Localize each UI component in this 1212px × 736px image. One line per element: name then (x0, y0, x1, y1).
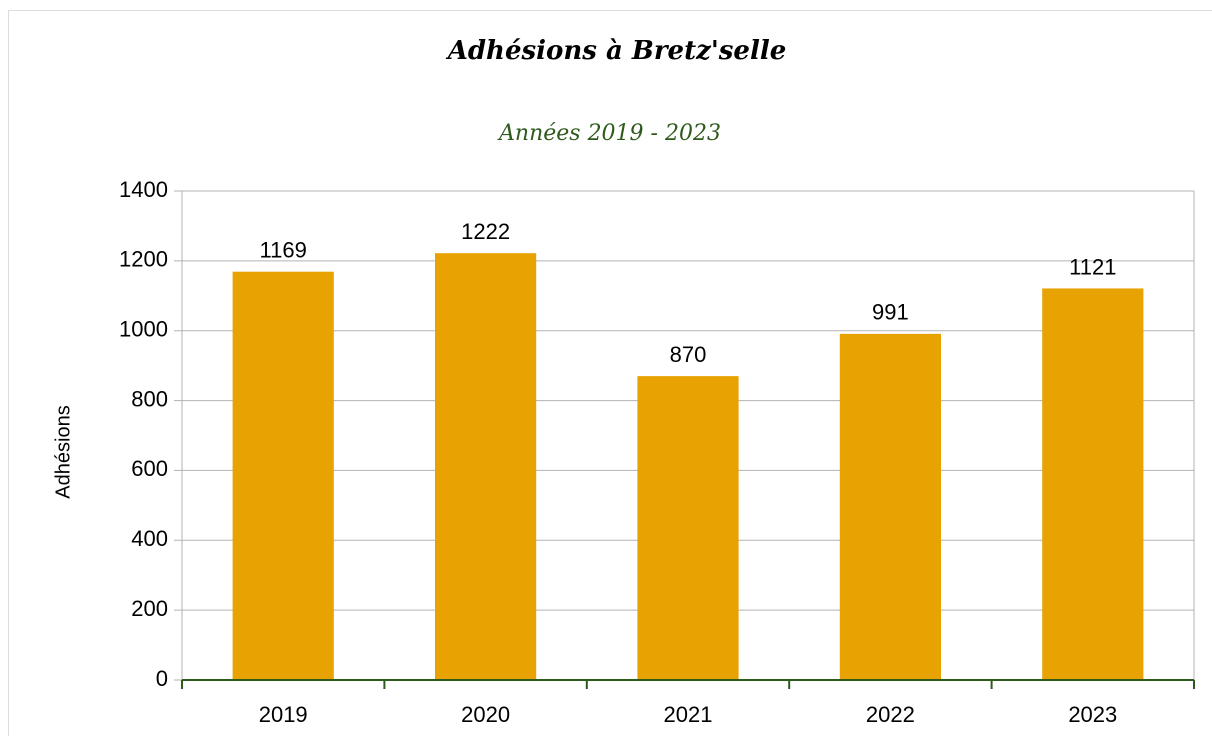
x-tick-label: 2022 (866, 702, 915, 727)
y-axis-label: Adhésions (52, 405, 74, 498)
data-label: 991 (872, 300, 909, 325)
x-tick-label: 2020 (461, 702, 510, 727)
y-tick-label: 400 (131, 526, 168, 551)
data-label: 870 (670, 342, 707, 367)
y-tick-label: 1400 (119, 177, 168, 202)
chart-title: Adhésions à Bretz'selle (445, 36, 787, 66)
y-tick-label: 200 (131, 596, 168, 621)
data-label: 1121 (1069, 254, 1116, 279)
y-tick-label: 1200 (119, 247, 168, 272)
y-tick-label: 600 (131, 456, 168, 481)
bar (839, 333, 941, 680)
chart-border (8, 10, 1212, 736)
x-tick-label: 2021 (664, 702, 713, 727)
bar (1042, 288, 1144, 680)
x-tick-label: 2023 (1068, 702, 1117, 727)
x-tick-label: 2019 (259, 702, 308, 727)
y-tick-label: 0 (156, 666, 168, 691)
y-tick-label: 1000 (119, 317, 168, 342)
data-label: 1169 (260, 237, 307, 262)
bar (637, 376, 739, 680)
chart-subtitle: Années 2019 - 2023 (497, 121, 721, 146)
data-label: 1222 (461, 219, 510, 244)
bar (435, 253, 537, 680)
y-tick-label: 800 (131, 386, 168, 411)
bar (232, 271, 334, 680)
